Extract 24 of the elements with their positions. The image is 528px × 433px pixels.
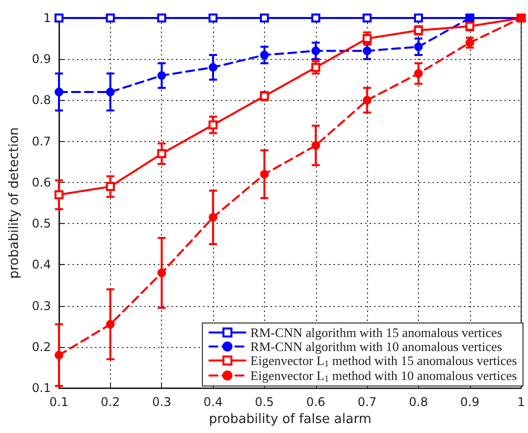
- x-tick-label: 0.3: [152, 395, 172, 409]
- x-axis-title: probability of false alarm: [208, 412, 372, 427]
- y-tick-label: 0.5: [32, 216, 51, 231]
- x-tick-label: 0.1: [49, 395, 69, 409]
- x-tick-label: 0.9: [460, 395, 480, 409]
- x-tick-label: 0.2: [100, 395, 120, 409]
- y-tick-label: 0.4: [32, 258, 51, 272]
- x-tick-label: 0.8: [408, 395, 428, 409]
- x-tick-label: 0.7: [358, 395, 377, 409]
- y-tick-label: 0.2: [32, 340, 51, 354]
- y-tick-label: 0.7: [32, 134, 51, 148]
- y-tick-label: 0.9: [32, 52, 51, 66]
- y-tick-label: 0.6: [32, 175, 51, 190]
- x-tick-label: 0.4: [204, 395, 223, 409]
- legend-label: RM-CNN algorithm with 15 anomalous vertices: [250, 325, 502, 340]
- y-axis-title: probability of detection: [7, 127, 22, 279]
- y-tick-label: 0.8: [32, 93, 51, 108]
- y-tick-label: 0.1: [32, 381, 51, 395]
- y-tick-label: 1: [43, 11, 51, 25]
- x-tick-label: 0.5: [254, 395, 274, 409]
- x-tick-label: 1: [517, 395, 526, 409]
- legend-label: RM-CNN algorithm with 10 anomalous vertices: [250, 339, 502, 354]
- y-tick-label: 0.3: [32, 298, 51, 313]
- x-tick-label: 0.6: [306, 395, 326, 409]
